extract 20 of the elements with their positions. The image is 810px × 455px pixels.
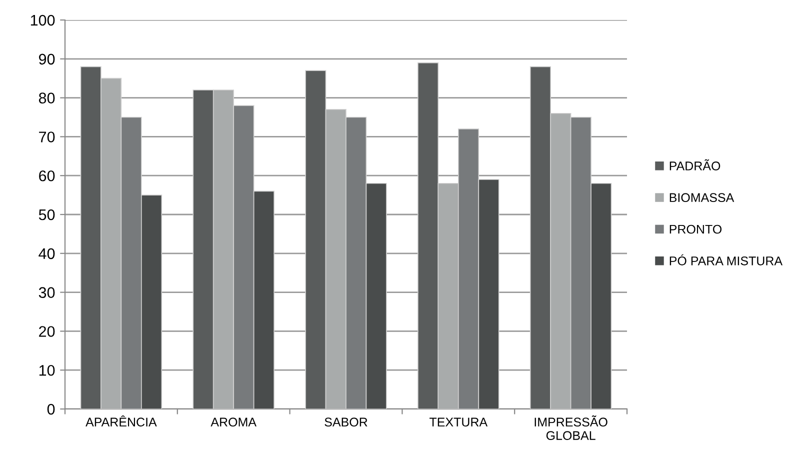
y-tick-label: 100 [30,14,55,26]
x-tick-label: SABOR [324,418,368,427]
y-tick-label: 30 [38,287,55,298]
y-tick-label: 0 [47,404,55,415]
legend-label: BIOMASSA [670,193,734,202]
x-tick-label: TEXTURA [430,418,488,427]
legend-label: PÓ PARA MISTURA [670,254,783,266]
y-tick-label: 60 [39,170,55,182]
y-tick-label: 40 [38,248,55,260]
y-tick-label: 90 [39,54,55,65]
legend-label: PADRÃO [670,159,720,170]
legend-label: PRONTO [670,224,722,234]
x-tick-label: APARÊNCIA [86,415,157,427]
y-tick-label: 10 [39,364,55,376]
x-tick-label: AROMA [210,418,256,427]
x-tick-label: IMPRESSÃO GLOBAL [534,415,608,440]
y-tick-label: 80 [38,92,55,104]
y-tick-label: 70 [39,132,55,142]
y-tick-label: 50 [38,209,55,220]
y-tick-label: 20 [39,326,55,337]
